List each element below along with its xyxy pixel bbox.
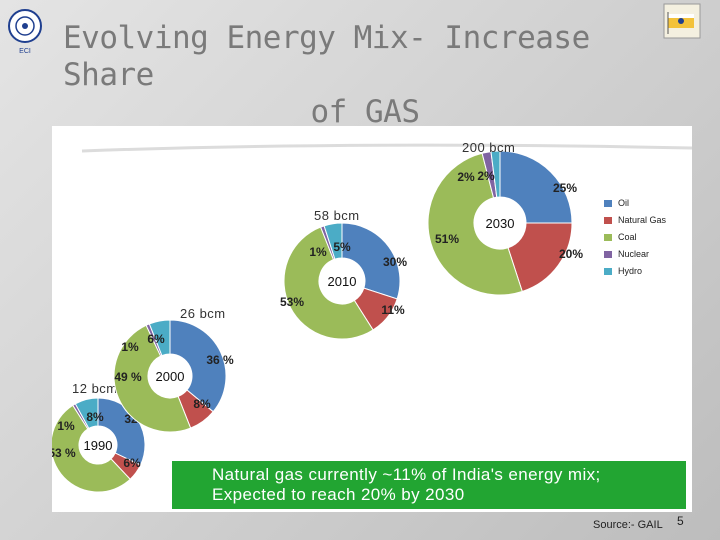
banner-line-1: Natural gas currently ~11% of India's en… [212, 465, 601, 484]
year-label-2030: 2030 [486, 216, 515, 231]
data-label-1990-hydro: 8% [86, 410, 104, 424]
data-label-2000-natural-gas: 8% [193, 397, 211, 411]
data-label-2030-hydro: 2% [477, 169, 495, 183]
title-line-1: Evolving Energy Mix- Increase Share [63, 20, 590, 93]
donut-chart-2010: 2010 58 bcm 30% 11% 53% 1% 5% [280, 208, 407, 340]
data-label-2010-coal: 53% [280, 295, 304, 309]
data-label-2000-hydro: 6% [147, 332, 165, 346]
flag-emblem-icon [660, 0, 704, 42]
organization-logo: ECI [2, 6, 48, 58]
data-label-2000-coal: 49 % [114, 370, 142, 384]
data-label-2030-nuclear: 2% [457, 170, 475, 184]
legend-label-coal: Coal [618, 232, 637, 242]
donut-chart-2000: 2000 26 bcm 36 % 8% 49 % 1% 6% [113, 306, 234, 433]
source-note: Source:- GAIL [593, 519, 663, 531]
legend-label-natural-gas: Natural Gas [618, 215, 667, 225]
legend-swatch-coal [604, 234, 612, 241]
volume-label-2000: 26 bcm [180, 306, 226, 321]
volume-label-2010: 58 bcm [314, 208, 360, 223]
donut-chart-2030: 2030 200 bcm 25% 20% 51% 2% 2% [427, 140, 583, 296]
page-number: 5 [677, 514, 684, 528]
data-label-2030-natural-gas: 20% [559, 247, 583, 261]
legend-swatch-hydro [604, 268, 612, 275]
volume-label-2030: 200 bcm [462, 140, 515, 155]
legend-label-hydro: Hydro [618, 266, 642, 276]
year-label-1990: 1990 [84, 438, 113, 453]
data-label-2030-oil: 25% [553, 181, 577, 195]
data-label-2010-natural-gas: 11% [381, 303, 405, 317]
data-label-2000-nuclear: 1% [121, 340, 139, 354]
data-label-2010-hydro: 5% [333, 240, 351, 254]
data-label-2030-coal: 51% [435, 232, 459, 246]
summary-banner: Natural gas currently ~11% of India's en… [172, 461, 686, 509]
logo-caption: ECI [19, 48, 31, 55]
data-label-2000-oil: 36 % [206, 353, 234, 367]
legend-label-oil: Oil [618, 198, 629, 208]
slide-title: Evolving Energy Mix- Increase Share of G… [55, 20, 675, 131]
data-label-1990-coal: 53 % [52, 446, 76, 460]
year-label-2010: 2010 [328, 274, 357, 289]
legend-swatch-nuclear [604, 251, 612, 258]
chart-legend: Oil Natural Gas Coal Nuclear Hydro [604, 198, 667, 276]
title-line-2: of GAS [310, 94, 420, 130]
volume-label-1990: 12 bcm [72, 381, 118, 396]
banner-line-2: Expected to reach 20% by 2030 [212, 485, 465, 504]
data-label-2010-nuclear: 1% [309, 245, 327, 259]
data-label-2010-oil: 30% [383, 255, 407, 269]
legend-swatch-natural-gas [604, 217, 612, 224]
data-label-1990-nuclear: 1% [57, 419, 75, 433]
legend-swatch-oil [604, 200, 612, 207]
legend-label-nuclear: Nuclear [618, 249, 649, 259]
data-label-1990-natural-gas: 6% [123, 456, 141, 470]
year-label-2000: 2000 [156, 369, 185, 384]
